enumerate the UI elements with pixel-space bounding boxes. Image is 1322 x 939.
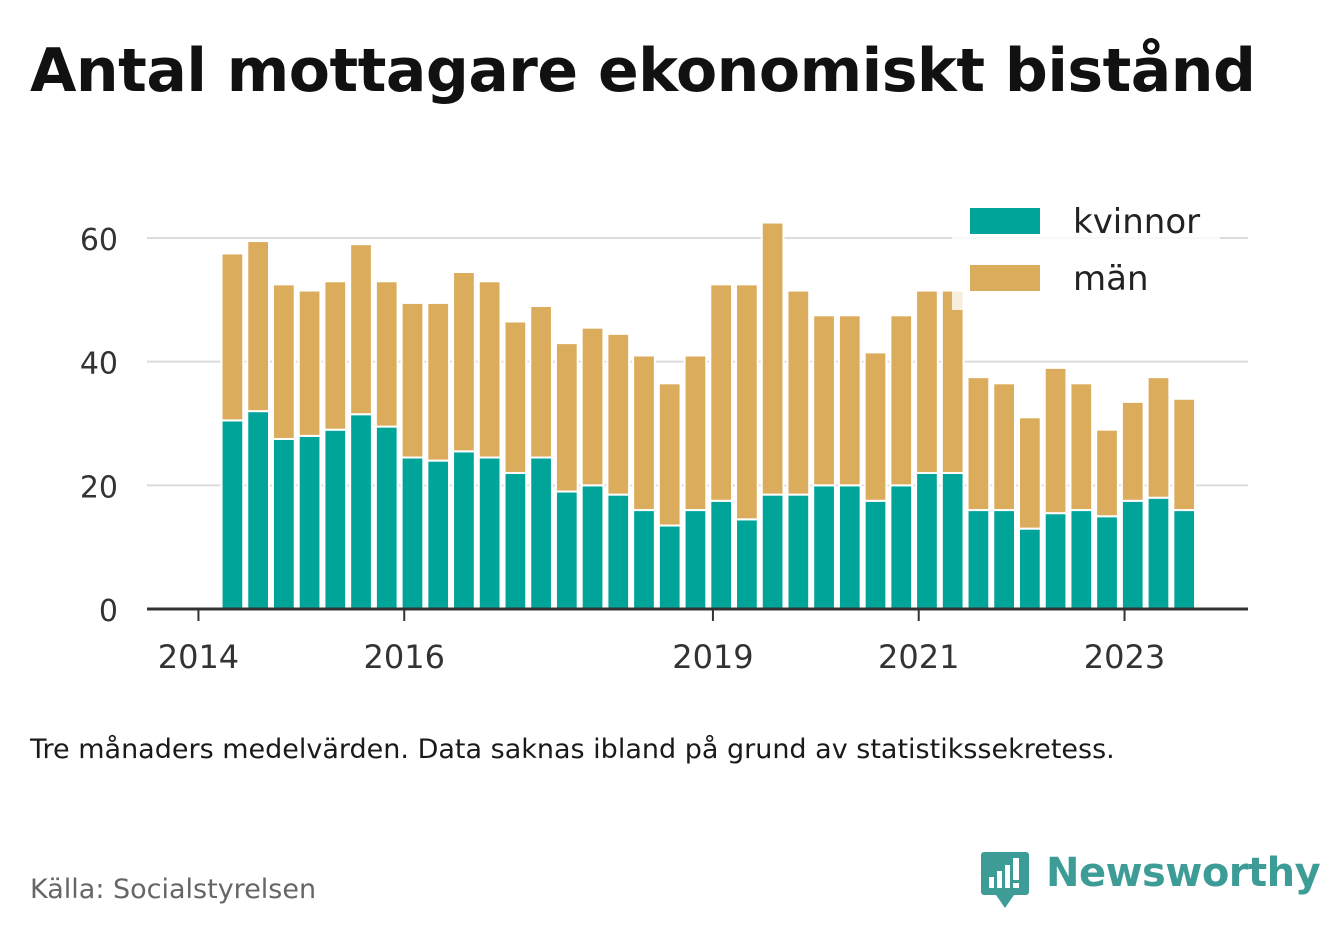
bar-kvinnor bbox=[709, 499, 734, 610]
bar-kvinnor bbox=[786, 493, 811, 611]
bar-kvinnor bbox=[400, 456, 425, 610]
bar-man bbox=[709, 283, 734, 502]
bar-man bbox=[966, 376, 991, 512]
bar-man bbox=[477, 280, 502, 459]
bar-kvinnor bbox=[1017, 527, 1042, 610]
bar-man bbox=[889, 314, 914, 487]
bar-kvinnor bbox=[1146, 496, 1171, 611]
bar-kvinnor bbox=[503, 471, 528, 611]
bar-man bbox=[400, 301, 425, 459]
y-tick-label: 0 bbox=[99, 594, 118, 629]
bar-kvinnor bbox=[271, 437, 296, 611]
bar-kvinnor bbox=[297, 434, 322, 610]
legend: kvinnor män bbox=[952, 192, 1220, 310]
bar-kvinnor bbox=[735, 518, 759, 611]
bar-man bbox=[452, 271, 476, 453]
bars bbox=[220, 221, 1197, 611]
bar-kvinnor bbox=[1120, 499, 1145, 610]
bar-man bbox=[606, 332, 631, 496]
bar-kvinnor bbox=[837, 484, 862, 611]
bar-man bbox=[915, 289, 939, 474]
bar-kvinnor bbox=[1069, 509, 1094, 611]
bar-kvinnor bbox=[246, 410, 270, 610]
bar-man bbox=[992, 382, 1016, 512]
bar-man bbox=[632, 354, 656, 512]
bar-kvinnor bbox=[323, 428, 348, 610]
bar-man bbox=[503, 320, 528, 474]
bar-kvinnor bbox=[992, 509, 1016, 611]
bar-man bbox=[323, 280, 348, 431]
bar-man bbox=[1069, 382, 1094, 512]
bar-kvinnor bbox=[606, 493, 631, 611]
bar-kvinnor bbox=[966, 509, 991, 611]
bar-kvinnor bbox=[760, 493, 785, 611]
bar-kvinnor bbox=[220, 419, 245, 610]
y-tick-label: 40 bbox=[80, 347, 118, 382]
x-tick-label: 2021 bbox=[878, 638, 959, 676]
bar-man bbox=[1095, 428, 1119, 518]
bar-kvinnor bbox=[554, 490, 579, 610]
bar-kvinnor bbox=[580, 484, 605, 611]
bar-man bbox=[580, 326, 605, 487]
bar-man bbox=[1172, 397, 1197, 512]
bar-man bbox=[426, 301, 451, 462]
legend-swatch-man bbox=[970, 265, 1040, 291]
bar-man bbox=[812, 314, 836, 487]
bar-kvinnor bbox=[1095, 515, 1119, 610]
legend-label-kvinnor: kvinnor bbox=[1073, 202, 1200, 242]
bar-man bbox=[657, 382, 682, 527]
bar-man bbox=[1043, 366, 1068, 515]
bar-man bbox=[1017, 416, 1042, 530]
bar-man bbox=[1120, 400, 1145, 502]
bar-man bbox=[760, 221, 785, 496]
bar-kvinnor bbox=[683, 509, 708, 611]
bar-man bbox=[554, 342, 579, 493]
bar-kvinnor bbox=[889, 484, 914, 611]
bar-kvinnor bbox=[632, 509, 656, 611]
bar-man bbox=[863, 351, 888, 502]
bar-kvinnor bbox=[374, 425, 399, 611]
newsworthy-logo-text: Newsworthy bbox=[1046, 850, 1321, 896]
bar-kvinnor bbox=[349, 413, 373, 610]
bar-kvinnor bbox=[915, 471, 939, 611]
y-axis: 0 20 40 60 bbox=[80, 223, 118, 629]
bar-kvinnor bbox=[529, 456, 553, 610]
bar-man bbox=[297, 289, 322, 437]
bar-man bbox=[837, 314, 862, 487]
bar-kvinnor bbox=[1043, 512, 1068, 610]
bar-man bbox=[683, 354, 708, 512]
x-tick-label: 2019 bbox=[672, 638, 753, 676]
bar-man bbox=[529, 305, 553, 459]
bar-man bbox=[374, 280, 399, 428]
bar-man bbox=[940, 289, 965, 474]
chart-note: Tre månaders medelvärden. Data saknas ib… bbox=[30, 734, 1115, 765]
newsworthy-logo-icon bbox=[981, 852, 1029, 908]
x-axis: 2014 2016 2019 2021 2023 bbox=[147, 607, 1248, 676]
bar-man bbox=[349, 243, 373, 416]
x-tick-label: 2014 bbox=[158, 638, 239, 676]
bar-kvinnor bbox=[452, 450, 476, 611]
bar-man bbox=[246, 240, 270, 413]
legend-swatch-kvinnor bbox=[970, 208, 1040, 234]
bar-kvinnor bbox=[477, 456, 502, 610]
bar-man bbox=[220, 252, 245, 422]
bar-man bbox=[735, 283, 759, 521]
bar-kvinnor bbox=[812, 484, 836, 611]
x-tick-label: 2016 bbox=[364, 638, 445, 676]
bar-man bbox=[271, 283, 296, 440]
source-label: Källa: Socialstyrelsen bbox=[30, 874, 317, 905]
y-tick-label: 20 bbox=[80, 470, 118, 505]
bar-man bbox=[1146, 376, 1171, 499]
bar-kvinnor bbox=[863, 499, 888, 610]
y-tick-label: 60 bbox=[80, 223, 118, 258]
bar-kvinnor bbox=[1172, 509, 1197, 611]
bar-man bbox=[786, 289, 811, 496]
bar-kvinnor bbox=[426, 459, 451, 610]
legend-label-man: män bbox=[1073, 259, 1149, 299]
bar-kvinnor bbox=[657, 524, 682, 611]
chart-title: Antal mottagare ekonomiskt bistånd bbox=[30, 36, 1256, 106]
bar-kvinnor bbox=[940, 471, 965, 611]
x-tick-label: 2023 bbox=[1084, 638, 1165, 676]
